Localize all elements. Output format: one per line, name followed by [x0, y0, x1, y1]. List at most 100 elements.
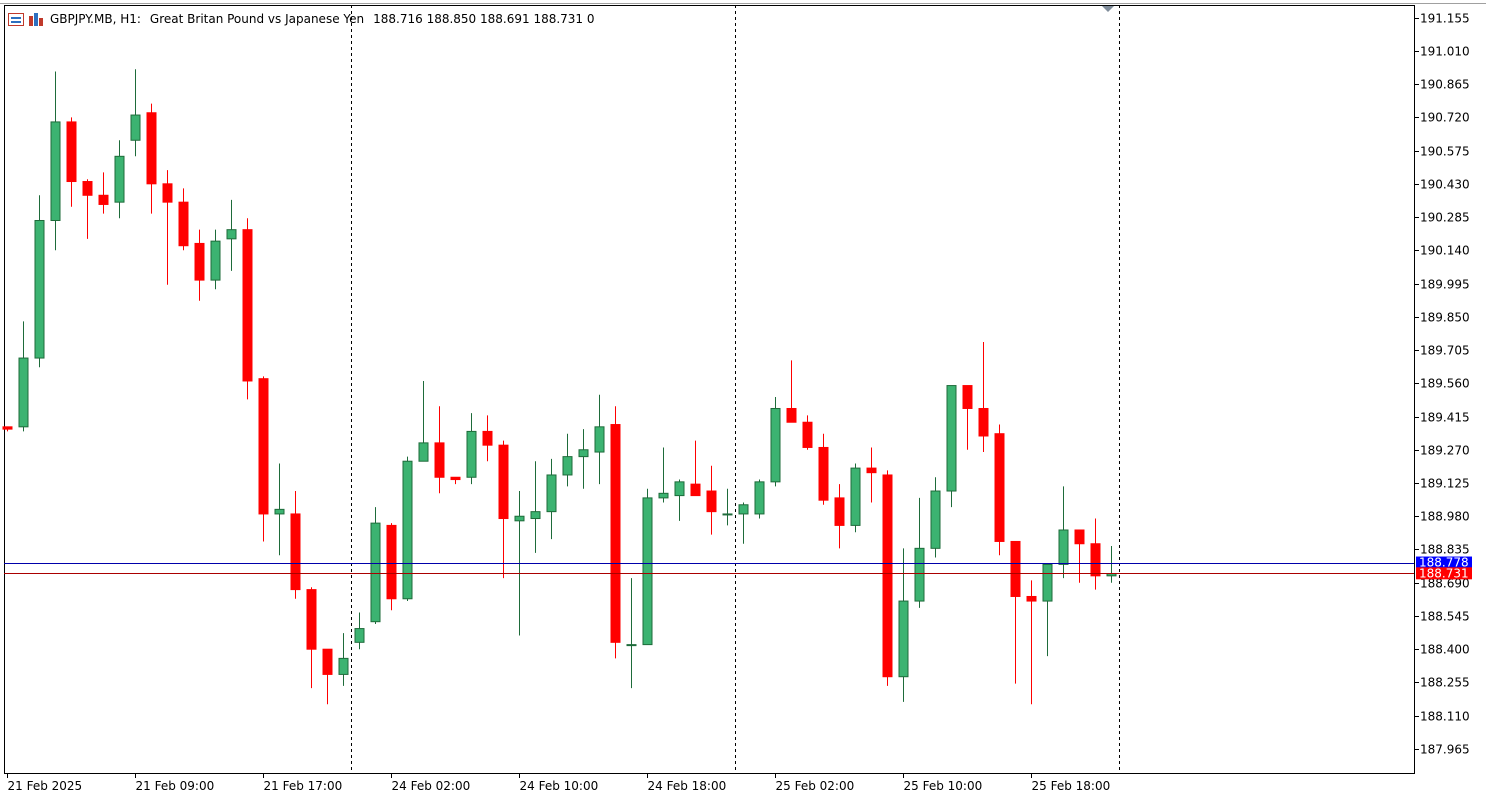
price-tick-label: 189.705: [1420, 344, 1470, 358]
candle: [34, 195, 45, 368]
candle-body: [34, 219, 45, 359]
candle: [146, 103, 157, 214]
candle: [994, 424, 1005, 556]
symbol-description: Great Britan Pound vs Japanese Yen: [149, 12, 365, 26]
candle: [194, 229, 205, 301]
candle: [1026, 580, 1037, 705]
candle: [1058, 486, 1069, 579]
candle-body: [50, 121, 61, 221]
ask-price-label-bg: [1416, 567, 1472, 580]
candle-body: [514, 515, 525, 522]
candle: [626, 578, 637, 689]
candle-body: [178, 201, 189, 247]
candle: [98, 172, 109, 214]
time-tick-label: 24 Feb 10:00: [520, 779, 599, 793]
candle-body: [754, 481, 765, 515]
candle: [834, 484, 845, 549]
price-tick-label: 188.545: [1420, 610, 1470, 624]
candle-body: [818, 446, 829, 501]
candle: [578, 429, 589, 489]
candle-body: [738, 504, 749, 515]
candle-body: [162, 183, 173, 203]
candle: [642, 488, 653, 646]
candle-body: [802, 421, 813, 448]
candle-body: [674, 481, 685, 497]
candle-body: [194, 242, 205, 281]
candle-body: [274, 508, 285, 515]
candle: [978, 342, 989, 453]
price-tick-label: 191.155: [1420, 12, 1470, 26]
candle: [418, 380, 429, 462]
candle: [290, 491, 301, 599]
candle: [130, 69, 141, 157]
candle: [450, 476, 461, 485]
candle: [562, 433, 573, 487]
price-tick-label: 188.835: [1420, 543, 1470, 557]
candle-body: [610, 424, 621, 643]
candle: [482, 415, 493, 462]
candle-body: [1074, 529, 1085, 545]
candle: [674, 479, 685, 521]
candle-body: [466, 430, 477, 478]
candle: [242, 218, 253, 400]
chart-menu-icon[interactable]: [8, 12, 24, 26]
candle-body: [706, 490, 717, 513]
price-tick-label: 190.285: [1420, 211, 1470, 225]
time-axis: 21 Feb 2025 21 Feb 09:00 21 Feb 17:00 24 Fe…: [7, 773, 1110, 793]
candle-body: [530, 511, 541, 520]
candle-body: [594, 426, 605, 453]
candle: [306, 587, 317, 689]
price-tick-label: 189.415: [1420, 411, 1470, 425]
candle: [434, 406, 445, 494]
candle-body: [1010, 540, 1021, 597]
candle-body: [386, 524, 397, 600]
candle-body: [66, 121, 77, 183]
price-tick-label: 188.690: [1420, 577, 1470, 591]
candle-body: [482, 430, 493, 446]
candle: [882, 470, 893, 686]
candle-body: [690, 483, 701, 497]
candle-body: [1042, 563, 1053, 602]
candle-body: [354, 628, 365, 643]
candle: [466, 413, 477, 485]
candle-body: [626, 644, 637, 647]
time-tick-label: 21 Feb 17:00: [264, 779, 343, 793]
candle-body: [642, 497, 653, 646]
price-tick-label: 190.865: [1420, 78, 1470, 92]
candle-body: [130, 114, 141, 141]
price-tick-label: 190.575: [1420, 145, 1470, 159]
candle-body: [146, 112, 157, 185]
candle: [594, 394, 605, 485]
candle: [50, 71, 61, 251]
price-tick-label: 189.995: [1420, 278, 1470, 292]
candle: [850, 463, 861, 533]
bid-price-label: 188.778: [1419, 556, 1469, 570]
candle: [722, 488, 733, 526]
candle: [226, 199, 237, 271]
time-tick-label: 25 Feb 02:00: [776, 779, 855, 793]
price-lines: [4, 563, 1414, 574]
candle-body: [546, 474, 557, 513]
chart-header: GBPJPY.MB, H1: Great Britan Pound vs Jap…: [8, 11, 595, 27]
candle-body: [2, 426, 13, 430]
chart-type-icon[interactable]: [28, 12, 44, 26]
candle: [370, 507, 381, 624]
shift-marker-icon: [1102, 6, 1114, 12]
candle: [866, 447, 877, 503]
candle-body: [114, 155, 125, 203]
candle-body: [962, 385, 973, 409]
candle: [402, 456, 413, 602]
bid-price-label-bg: [1416, 556, 1472, 569]
candle: [802, 415, 813, 450]
candle: [178, 188, 189, 251]
price-axis: 191.155 191.010 190.865 190.720 190.575 190.4…: [1414, 12, 1472, 757]
price-tick-label: 188.110: [1420, 710, 1470, 724]
candle: [706, 465, 717, 535]
candle-body: [722, 513, 733, 516]
candle-body: [290, 513, 301, 591]
price-tick-label: 189.560: [1420, 377, 1470, 391]
